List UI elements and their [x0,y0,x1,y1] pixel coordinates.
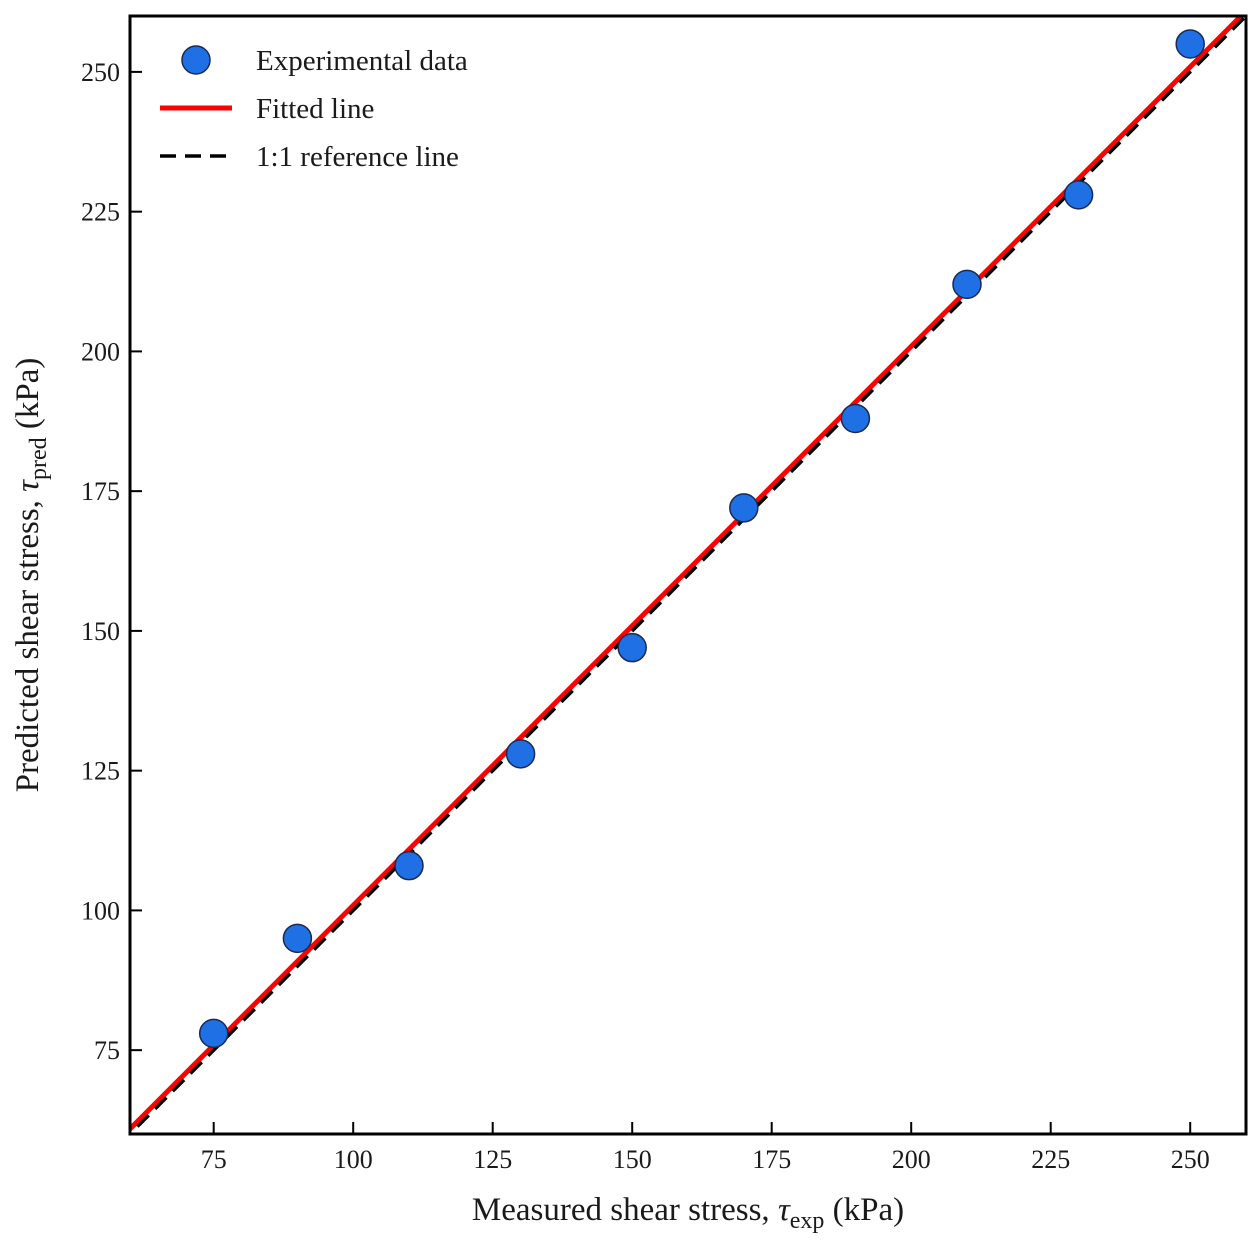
data-point [840,403,871,434]
data-point [729,493,759,523]
x-tick-label: 100 [334,1145,373,1174]
y-tick-label: 125 [81,757,120,786]
data-point [394,850,424,881]
legend-label: 1:1 reference line [256,141,459,173]
y-tick-label: 200 [81,337,120,366]
x-axis-label-prefix: Measured shear stress, [472,1192,778,1228]
y-tick-label: 150 [81,617,120,646]
data-point [952,269,982,300]
x-tick-label: 175 [752,1145,791,1174]
x-tick-label: 250 [1171,1145,1210,1174]
x-axis-label-symbol: τ [778,1192,791,1228]
points-layer [198,29,1205,1049]
y-tick-label: 75 [94,1036,120,1065]
legend-label: Experimental data [256,45,468,77]
x-axis-label-suffix: (kPa) [824,1192,904,1228]
legend-marker-scatter [181,45,211,75]
data-point [617,632,647,663]
y-tick-label: 175 [81,477,120,506]
y-tick-label: 225 [81,198,120,227]
y-tick-label: 100 [81,896,120,925]
x-axis-label: Measured shear stress, τexp (kPa) [472,1192,904,1234]
x-axis-label-subscript: exp [790,1208,825,1234]
lines-layer [130,16,1246,1134]
legend: Experimental data Fitted line 1:1 referenc… [160,45,468,173]
y-tick-label: 250 [81,58,120,87]
y-axis-label-prefix: Predicted shear stress, [10,492,46,793]
x-tick-label: 150 [613,1145,652,1174]
x-tick-label: 225 [1031,1145,1070,1174]
x-tick-label: 125 [473,1145,512,1174]
data-point [1063,180,1094,210]
x-tick-label: 75 [201,1145,227,1174]
legend-label: Fitted line [256,93,374,125]
x-tick-label: 200 [892,1145,931,1174]
plot-frame [128,14,1248,1136]
y-axis-label: Predicted shear stress, τpred (kPa) [10,358,52,793]
data-point [1175,29,1205,59]
data-point [282,923,313,954]
y-axis-label-suffix: (kPa) [10,358,46,438]
data-point [505,739,536,769]
fitted-line [130,16,1245,1133]
y-axis-label-symbol: τ [10,479,46,492]
data-point [198,1018,229,1049]
y-axis-label-subscript: pred [26,437,52,480]
ticks-layer: 75 100 125 150 175 200 225 250 75 100 125 150 175 200… [81,58,1210,1174]
